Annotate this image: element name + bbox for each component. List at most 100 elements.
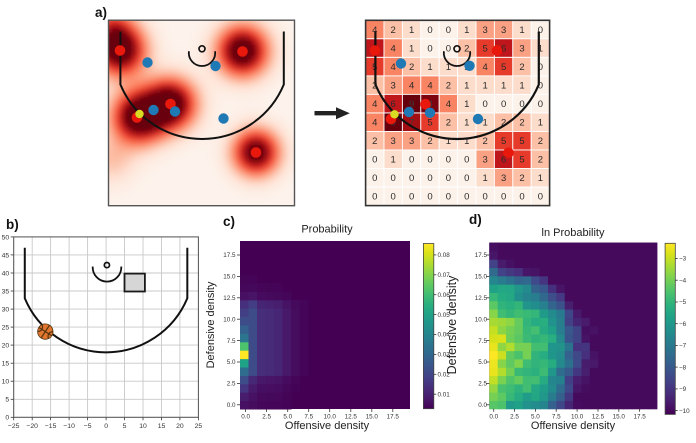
svg-text:15: 15 <box>158 423 166 430</box>
svg-text:a): a) <box>95 5 107 20</box>
svg-text:5: 5 <box>501 136 506 147</box>
svg-text:15.0: 15.0 <box>223 274 236 281</box>
svg-text:5: 5 <box>519 155 524 166</box>
svg-text:4: 4 <box>409 81 414 92</box>
svg-text:1: 1 <box>427 62 432 73</box>
svg-text:12.5: 12.5 <box>475 295 488 302</box>
svg-text:2: 2 <box>446 81 451 92</box>
svg-text:−4: −4 <box>679 277 687 284</box>
svg-text:12.5: 12.5 <box>223 295 236 302</box>
svg-text:0: 0 <box>391 192 396 203</box>
svg-text:17.5: 17.5 <box>633 414 646 421</box>
svg-text:3: 3 <box>501 25 506 36</box>
svg-text:0: 0 <box>501 192 506 203</box>
svg-text:17.5: 17.5 <box>475 252 488 259</box>
svg-text:35: 35 <box>2 288 10 295</box>
svg-text:4: 4 <box>446 99 451 110</box>
svg-text:6: 6 <box>501 155 506 166</box>
svg-text:0: 0 <box>538 25 543 36</box>
svg-text:−15: −15 <box>45 423 57 430</box>
svg-text:0: 0 <box>464 155 469 166</box>
svg-text:50: 50 <box>2 234 10 241</box>
svg-text:3: 3 <box>501 173 506 184</box>
svg-text:0: 0 <box>427 173 432 184</box>
svg-text:5: 5 <box>501 62 506 73</box>
svg-text:6: 6 <box>501 44 506 55</box>
svg-text:1: 1 <box>464 99 469 110</box>
svg-text:0.02: 0.02 <box>438 372 451 379</box>
svg-text:2.5: 2.5 <box>262 414 271 421</box>
svg-text:1: 1 <box>464 25 469 36</box>
svg-text:40: 40 <box>2 270 10 277</box>
svg-text:1: 1 <box>446 136 451 147</box>
svg-text:10: 10 <box>139 423 147 430</box>
svg-text:5: 5 <box>483 44 488 55</box>
svg-text:−6: −6 <box>679 321 687 328</box>
svg-text:3: 3 <box>409 136 414 147</box>
svg-text:1: 1 <box>519 81 524 92</box>
svg-text:0: 0 <box>446 192 451 203</box>
svg-text:30: 30 <box>2 307 10 314</box>
svg-text:15: 15 <box>2 361 10 368</box>
svg-text:17.5: 17.5 <box>223 252 236 259</box>
svg-text:10.0: 10.0 <box>324 414 337 421</box>
svg-text:Offensive density: Offensive density <box>285 420 370 432</box>
svg-text:6: 6 <box>391 99 396 110</box>
svg-text:1: 1 <box>501 81 506 92</box>
svg-text:2: 2 <box>409 62 414 73</box>
svg-text:2.5: 2.5 <box>478 381 487 388</box>
svg-text:3: 3 <box>519 44 524 55</box>
svg-text:7: 7 <box>409 118 414 129</box>
svg-text:0.05: 0.05 <box>438 312 451 319</box>
svg-text:2: 2 <box>427 136 432 147</box>
svg-text:0.0: 0.0 <box>241 414 250 421</box>
svg-text:0.01: 0.01 <box>438 391 451 398</box>
svg-text:2.5: 2.5 <box>510 414 519 421</box>
svg-text:0.06: 0.06 <box>438 292 451 299</box>
svg-text:−7: −7 <box>679 343 687 350</box>
svg-text:−10: −10 <box>679 408 690 415</box>
svg-text:0: 0 <box>501 99 506 110</box>
svg-text:7.5: 7.5 <box>552 414 561 421</box>
svg-text:0: 0 <box>446 155 451 166</box>
svg-text:10.0: 10.0 <box>475 316 488 323</box>
svg-text:−10: −10 <box>63 423 75 430</box>
svg-text:Offensive density: Offensive density <box>531 420 616 432</box>
svg-text:4: 4 <box>372 118 377 129</box>
svg-text:5: 5 <box>5 397 9 404</box>
svg-text:45: 45 <box>2 252 10 259</box>
svg-text:2: 2 <box>446 118 451 129</box>
svg-text:1: 1 <box>446 62 451 73</box>
svg-text:0: 0 <box>427 44 432 55</box>
svg-text:4: 4 <box>372 25 377 36</box>
svg-text:0: 0 <box>409 173 414 184</box>
svg-text:−5: −5 <box>84 423 92 430</box>
svg-text:3: 3 <box>391 81 396 92</box>
svg-text:0: 0 <box>446 173 451 184</box>
svg-text:ln Probability: ln Probability <box>542 227 605 239</box>
svg-text:0: 0 <box>464 192 469 203</box>
svg-text:1: 1 <box>519 25 524 36</box>
svg-text:b): b) <box>6 217 19 232</box>
svg-text:2: 2 <box>519 118 524 129</box>
svg-text:2: 2 <box>372 81 377 92</box>
svg-text:2: 2 <box>538 155 543 166</box>
svg-text:Defensive density: Defensive density <box>205 281 217 368</box>
svg-text:0.03: 0.03 <box>438 352 451 359</box>
svg-text:0: 0 <box>519 192 524 203</box>
svg-text:10.0: 10.0 <box>223 316 236 323</box>
svg-text:2: 2 <box>391 25 396 36</box>
svg-text:2.5: 2.5 <box>227 381 236 388</box>
svg-text:4: 4 <box>391 62 396 73</box>
svg-text:7.5: 7.5 <box>227 338 236 345</box>
svg-text:1: 1 <box>538 44 543 55</box>
svg-text:1: 1 <box>409 25 414 36</box>
svg-text:0: 0 <box>104 423 108 430</box>
svg-text:0: 0 <box>446 44 451 55</box>
svg-text:0: 0 <box>538 62 543 73</box>
svg-text:4: 4 <box>427 81 432 92</box>
svg-text:0: 0 <box>409 192 414 203</box>
svg-text:2: 2 <box>372 136 377 147</box>
svg-text:20: 20 <box>176 423 184 430</box>
svg-text:25: 25 <box>195 423 203 430</box>
